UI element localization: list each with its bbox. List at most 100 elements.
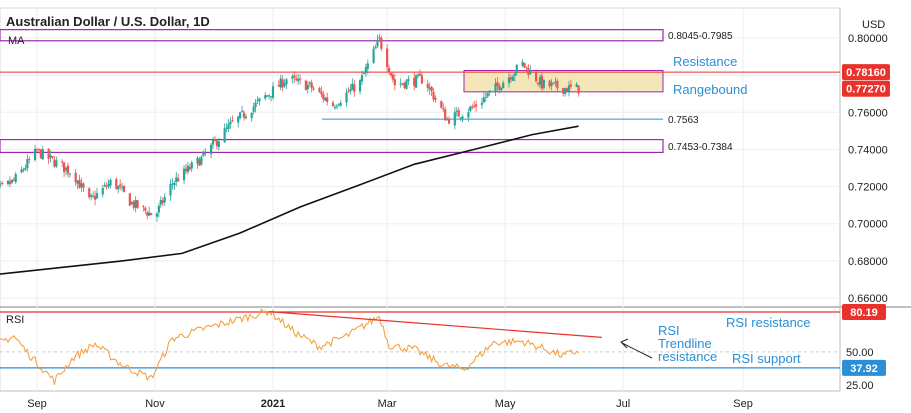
candle-2021-05-04 xyxy=(509,74,513,83)
resistance-zone-box xyxy=(0,29,664,42)
candle-body xyxy=(529,70,532,75)
candle-2020-10-21 xyxy=(132,200,135,211)
candle-2021-05-17 xyxy=(534,69,538,83)
price-tag-bg xyxy=(842,80,890,97)
candle-body xyxy=(401,83,404,85)
candle-body xyxy=(0,184,2,186)
candle-body xyxy=(455,110,458,112)
candle-body xyxy=(10,179,13,183)
candle-2021-01-15 xyxy=(298,74,302,85)
candle-body xyxy=(49,155,52,158)
candle-body xyxy=(80,183,83,187)
candle-body xyxy=(577,85,580,94)
candle-2020-11-26 xyxy=(202,150,205,157)
candle-body xyxy=(498,85,501,90)
candle-body xyxy=(240,110,244,112)
candle-2020-10-01 xyxy=(93,190,97,206)
candle-body xyxy=(536,82,540,84)
candle-2021-05-10 xyxy=(521,59,524,68)
candle-2020-09-29 xyxy=(90,193,93,201)
candle-2021-03-04 xyxy=(391,72,395,83)
candle-2021-01-11 xyxy=(291,73,294,84)
candle-2021-04-16 xyxy=(475,100,478,112)
candle-2021-05-26 xyxy=(552,82,555,85)
candle-2020-09-01 xyxy=(35,147,39,153)
candle-body xyxy=(202,151,205,156)
time-tick-label: 2021 xyxy=(261,398,285,410)
candle-2020-08-25 xyxy=(22,167,25,173)
candle-body xyxy=(209,144,213,155)
candle-2020-11-09 xyxy=(169,179,172,202)
candle-body xyxy=(182,168,186,181)
candle-body xyxy=(407,78,410,82)
candle-body xyxy=(337,104,340,106)
candle-2020-11-25 xyxy=(200,155,203,166)
candle-2021-02-02 xyxy=(333,104,337,110)
candle-body xyxy=(488,90,491,93)
candle-body xyxy=(90,195,93,197)
candle-body xyxy=(513,73,516,77)
candle-body xyxy=(173,182,176,186)
candle-body xyxy=(105,186,108,188)
candle-2021-05-21 xyxy=(542,79,545,91)
candle-body xyxy=(480,102,484,105)
rsi-tag-37.92: 37.92 xyxy=(842,359,886,376)
candle-2021-02-15 xyxy=(358,78,362,95)
candle-body xyxy=(453,112,456,126)
candle-body xyxy=(184,168,188,172)
rsi-line xyxy=(0,308,579,385)
candle-2020-11-12 xyxy=(175,171,178,187)
candle-2021-01-22 xyxy=(312,85,315,91)
candle-2020-12-22 xyxy=(252,102,255,115)
candle-body xyxy=(540,75,543,89)
candle-body xyxy=(500,87,503,91)
candle-body xyxy=(148,212,151,216)
candle-body xyxy=(242,112,246,118)
candle-2021-01-19 xyxy=(306,81,309,94)
candle-body xyxy=(387,67,391,73)
rangebound-annotation: Rangebound xyxy=(673,82,747,97)
upper-zone-label: 0.8045-0.7985 xyxy=(668,31,733,42)
candle-2021-05-18 xyxy=(536,82,540,87)
candle-2020-09-21 xyxy=(74,168,77,187)
candle-2021-04-29 xyxy=(500,87,503,92)
candle-body xyxy=(204,152,207,154)
candle-body xyxy=(66,165,70,174)
candle-body xyxy=(312,88,315,90)
rsi-trendline-annotation-2: Trendline xyxy=(658,336,712,351)
candle-2020-09-09 xyxy=(51,155,54,160)
candle-body xyxy=(473,105,476,107)
candle-body xyxy=(200,156,203,165)
candle-2020-09-24 xyxy=(80,177,83,193)
annotation-arrow xyxy=(621,342,653,359)
candle-2020-08-26 xyxy=(24,164,27,171)
candle-body xyxy=(196,157,199,164)
candle-body xyxy=(268,95,271,97)
candle-body xyxy=(256,100,259,102)
candle-body xyxy=(103,184,106,187)
candle-2021-06-03 xyxy=(567,80,571,97)
candle-2021-02-05 xyxy=(339,100,342,107)
candle-2020-10-23 xyxy=(136,199,139,209)
candle-body xyxy=(502,82,505,89)
rsi-tag-bg xyxy=(842,359,886,376)
candle-2020-09-28 xyxy=(88,187,91,200)
candle-2020-10-19 xyxy=(128,192,131,206)
candle-2020-10-06 xyxy=(103,182,106,188)
candle-body xyxy=(432,91,435,100)
candle-2020-11-17 xyxy=(184,163,188,175)
candle-2021-03-29 xyxy=(440,100,443,109)
candle-body xyxy=(82,183,85,189)
candle-body xyxy=(37,148,41,150)
support-zone-box xyxy=(0,138,664,153)
candle-2021-02-03 xyxy=(335,103,338,110)
candle-body xyxy=(372,48,375,63)
candle-body xyxy=(28,159,31,161)
candle-body xyxy=(534,71,538,82)
candle-body xyxy=(297,78,300,82)
candle-2020-10-28 xyxy=(146,210,149,220)
candle-body xyxy=(279,78,282,88)
candle-body xyxy=(339,102,342,106)
candle-2020-08-17 xyxy=(6,179,10,186)
